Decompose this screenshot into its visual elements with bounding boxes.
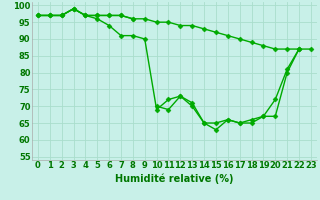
- X-axis label: Humidité relative (%): Humidité relative (%): [115, 173, 234, 184]
